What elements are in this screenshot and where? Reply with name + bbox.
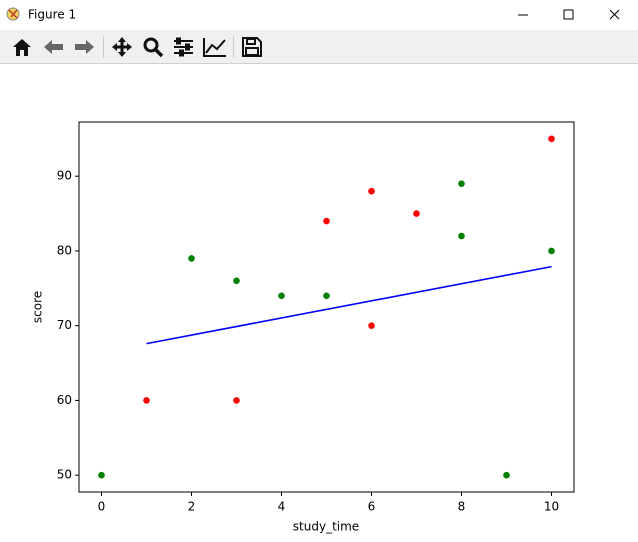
- y-tick-label: 80: [57, 243, 72, 257]
- x-tick-label: 8: [458, 500, 466, 514]
- fit-line: [146, 265, 552, 345]
- x-axis-label: study_time: [293, 520, 359, 534]
- configure-button[interactable]: [174, 37, 193, 57]
- point: [548, 247, 555, 255]
- title-bar: [0, 0, 638, 30]
- y-tick-label: 50: [57, 468, 72, 482]
- forward-button[interactable]: [75, 40, 94, 54]
- point: [368, 187, 375, 195]
- point: [458, 232, 465, 240]
- x-tick-label: 2: [188, 500, 196, 514]
- zoom-button[interactable]: [143, 37, 164, 58]
- x-tick-label: 10: [544, 500, 559, 514]
- y-tick-label: 90: [57, 169, 72, 183]
- y-tick-label: 60: [57, 393, 72, 407]
- point: [188, 255, 195, 262]
- point: [278, 292, 285, 300]
- point: [368, 322, 375, 329]
- point: [503, 471, 510, 479]
- home-button[interactable]: [13, 39, 31, 56]
- back-button[interactable]: [44, 40, 63, 54]
- maximize-button[interactable]: [563, 9, 574, 20]
- point: [323, 292, 330, 300]
- save-button[interactable]: [242, 37, 262, 57]
- close-button[interactable]: [609, 9, 620, 20]
- toolbar: [0, 30, 638, 64]
- point: [98, 471, 105, 479]
- app-icon: [6, 7, 20, 21]
- edit-axis-button[interactable]: [203, 38, 226, 57]
- point: [233, 277, 240, 285]
- x-tick-label: 0: [98, 500, 106, 514]
- plot-frame: [78, 121, 575, 493]
- point: [143, 397, 150, 404]
- x-tick-label: 4: [278, 500, 286, 514]
- y-tick-label: 70: [57, 318, 72, 332]
- pan-button[interactable]: [112, 37, 132, 57]
- point: [323, 217, 330, 225]
- window-title: Figure 1: [28, 8, 76, 22]
- y-axis-label: score: [31, 291, 45, 323]
- x-tick-label: 6: [368, 500, 376, 514]
- point: [458, 180, 465, 187]
- point: [413, 210, 420, 217]
- point: [548, 135, 555, 143]
- point: [233, 397, 240, 404]
